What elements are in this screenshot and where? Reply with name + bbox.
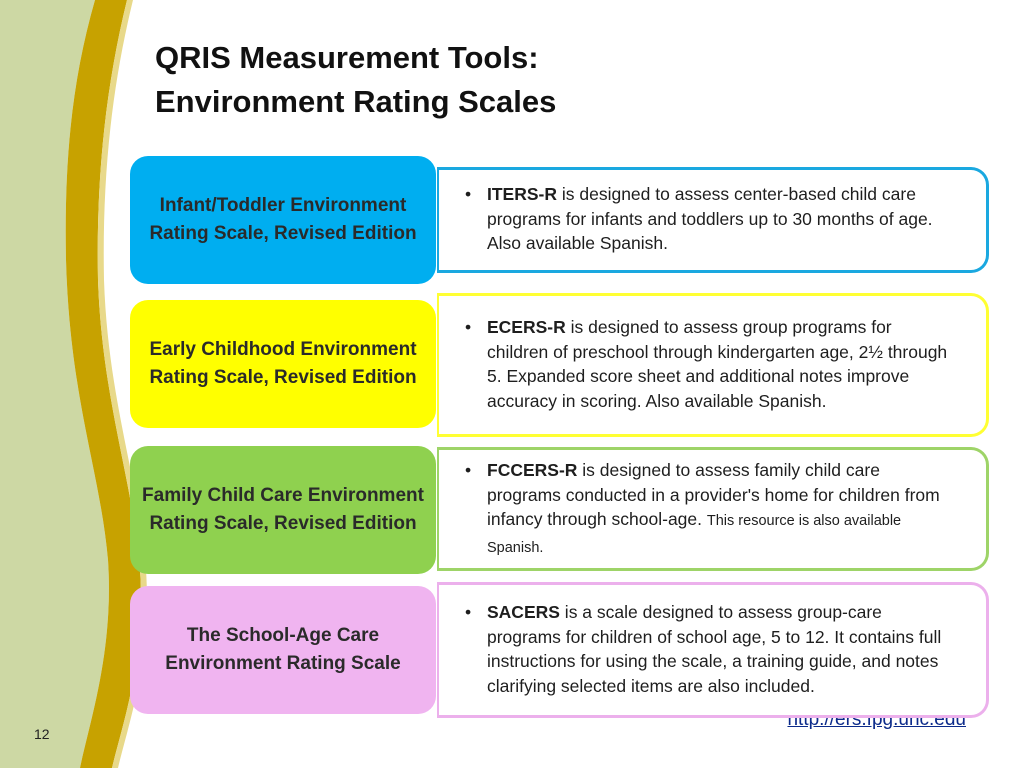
scale-description-ecers: • ECERS-R is designed to assess group pr… [437,293,989,437]
scale-label-iters: Infant/Toddler Environment Rating Scale,… [130,156,436,284]
bullet-item: • SACERS is a scale designed to assess g… [465,600,950,700]
scale-description-text: is designed to assess center-based child… [487,184,933,254]
bullet-item: • ITERS-R is designed to assess center-b… [465,182,950,258]
scale-description-note: This resource is also available Spanish. [487,513,902,556]
scale-label-ecers: Early Childhood Environment Rating Scale… [130,300,436,428]
slide-title: QRIS Measurement Tools: Environment Rati… [155,36,556,124]
bullet-icon: • [465,317,472,337]
scale-label-text: Family Child Care Environment Rating Sca… [142,485,424,534]
title-line-2: Environment Rating Scales [155,84,557,119]
scale-label-text: Infant/Toddler Environment Rating Scale,… [149,195,417,244]
scale-description-text: is a scale designed to assess group-care… [487,602,942,696]
scale-description-fccers: • FCCERS-R is designed to assess family … [437,447,989,571]
bullet-icon: • [465,460,472,480]
title-line-1: QRIS Measurement Tools: [155,40,539,75]
scale-label-text: Early Childhood Environment Rating Scale… [149,339,417,388]
scale-description-text: is designed to assess group programs for… [487,317,948,411]
scale-acronym: ITERS-R [487,184,557,205]
scale-description-iters: • ITERS-R is designed to assess center-b… [437,167,989,273]
scale-acronym: FCCERS-R [487,460,578,480]
scale-label-fccers: Family Child Care Environment Rating Sca… [130,446,436,574]
scale-acronym: SACERS [487,602,560,622]
scale-label-sacers: The School-Age Care Environment Rating S… [130,586,436,714]
page-number: 12 [34,726,50,742]
bullet-item: • FCCERS-R is designed to assess family … [465,458,950,560]
bullet-icon: • [465,184,472,205]
scale-description-text: is designed to assess family child care … [487,460,940,529]
scale-acronym: ECERS-R [487,317,566,337]
scale-description-sacers: • SACERS is a scale designed to assess g… [437,582,989,718]
bullet-icon: • [465,602,472,622]
bullet-item: • ECERS-R is designed to assess group pr… [465,315,950,415]
scale-label-text: The School-Age Care Environment Rating S… [165,625,401,674]
